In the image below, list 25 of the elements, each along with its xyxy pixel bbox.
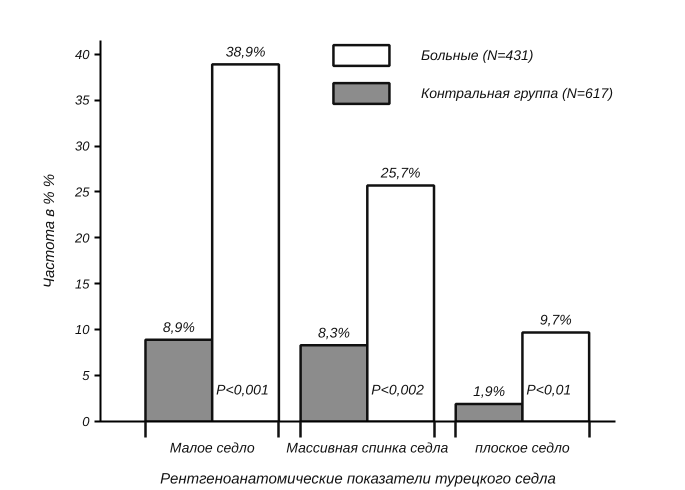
data-label: 38,9% <box>226 43 266 60</box>
x-tick-label: Массивная спинка седла <box>286 440 449 456</box>
y-tick-label: 15 <box>75 276 90 292</box>
annotation: P<0,001 <box>216 381 269 398</box>
annotation: P<0,002 <box>371 381 424 398</box>
data-label: 25,7% <box>380 164 421 181</box>
x-tick-label: Малое седло <box>170 440 255 456</box>
data-label: 9,7% <box>540 311 572 328</box>
y-tick-label: 40 <box>75 46 90 62</box>
x-tick-label: плоское седло <box>475 440 570 456</box>
x-axis-title: Рентгеноанатомические показатели турецкого седла <box>160 470 556 488</box>
legend-label: Больные (N=431) <box>420 47 534 63</box>
annotation: P<0,01 <box>526 381 572 398</box>
y-tick-label: 5 <box>82 368 90 384</box>
legend-label: Контральная группа (N=617) <box>420 85 613 101</box>
y-tick-label: 0 <box>82 414 90 429</box>
data-label: 1,9% <box>473 383 506 400</box>
y-tick-label: 30 <box>75 138 90 154</box>
y-tick-label: 20 <box>74 230 90 246</box>
y-tick-label: 35 <box>75 92 90 108</box>
y-tick-label: 10 <box>75 322 90 338</box>
data-label: 8,9% <box>162 318 195 335</box>
data-label: 8,3% <box>318 324 350 340</box>
y-axis-title: Частота в % % <box>41 174 58 288</box>
y-tick-label: 25 <box>74 184 90 200</box>
